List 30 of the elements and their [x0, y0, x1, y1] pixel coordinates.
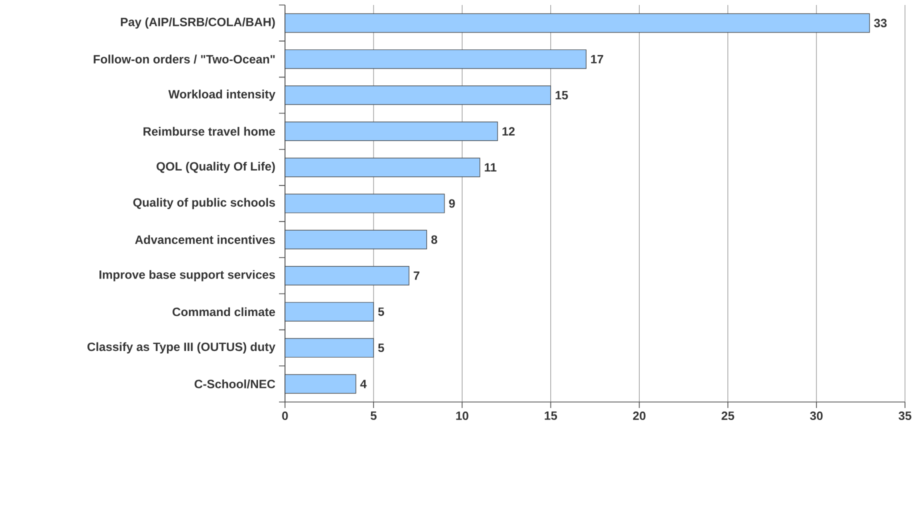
- y-tick-label: Quality of public schools: [133, 198, 275, 210]
- y-tick-label: Classify as Type III (OUTUS) duty: [87, 342, 276, 354]
- x-tick-label: 30: [810, 412, 823, 420]
- y-tick-label: Advancement incentives: [135, 235, 275, 244]
- data-label: 17: [591, 55, 604, 64]
- x-tick-label: 10: [456, 412, 468, 420]
- y-tick-label: Improve base support services: [100, 270, 275, 282]
- data-label: 12: [502, 127, 515, 136]
- x-tick-label: 35: [898, 412, 912, 420]
- y-tick-label: Pay (AIP/LSRB/COLA/BAH): [120, 17, 275, 29]
- y-tick-label: C-School/NEC: [194, 379, 276, 388]
- x-tick-label: 20: [633, 412, 646, 420]
- x-tick-label: 0: [282, 412, 288, 420]
- data-label: 5: [378, 308, 384, 316]
- y-tick-label: Command climate: [172, 307, 276, 316]
- data-label: 15: [556, 91, 568, 100]
- x-tick-label: 5: [370, 412, 377, 420]
- y-tick-label: Workload intensity: [168, 90, 276, 101]
- data-label: 5: [378, 344, 384, 352]
- data-label: 33: [874, 18, 887, 28]
- x-tick-label: 15: [544, 412, 558, 420]
- data-label: 9: [449, 199, 455, 208]
- data-label: 11: [484, 163, 496, 172]
- data-label: 4: [360, 380, 367, 388]
- x-tick-label: 25: [722, 412, 734, 420]
- data-label: 8: [431, 235, 438, 244]
- data-label: 7: [414, 272, 420, 280]
- y-tick-label: Reimburse travel home: [144, 126, 276, 136]
- y-tick-label: QOL (Quality Of Life): [156, 162, 275, 173]
- y-tick-label: Follow-on orders / "Two-Ocean": [94, 54, 275, 64]
